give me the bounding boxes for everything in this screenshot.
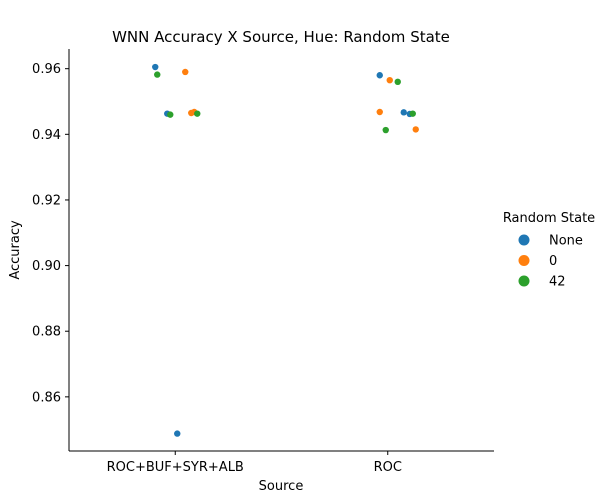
data-point [174,430,181,437]
data-point [400,109,407,116]
legend-label: None [549,234,583,249]
y-tick-label: 0.90 [32,259,61,274]
legend-label: 42 [549,275,566,290]
data-points [152,63,419,437]
data-point [182,68,189,76]
y-tick-label: 0.94 [32,128,61,143]
data-point [394,78,401,86]
data-point [154,71,161,78]
y-tick-label: 0.88 [32,325,61,340]
data-point [409,110,416,117]
y-tick-label: 0.96 [32,62,61,77]
y-axis-title: Accuracy [8,220,23,280]
chart-title: WNN Accuracy X Source, Hue: Random State [112,28,450,46]
legend-marker [518,255,530,266]
x-tick-label: ROC+BUF+SYR+ALB [107,460,244,475]
data-point [194,110,201,117]
x-tick-label: ROC [374,460,402,475]
data-point [382,126,389,134]
data-point [376,108,383,116]
y-axis-ticks: 0.86 0.88 0.90 0.92 0.94 0.96 [32,62,69,405]
legend-marker [518,234,530,246]
data-point [376,72,383,79]
data-point [152,63,159,71]
data-point [412,126,419,133]
data-point [386,76,393,84]
y-tick-label: 0.86 [32,390,61,405]
x-axis-title: Source [259,479,304,494]
legend-label: 0 [549,254,557,269]
data-point [167,111,174,118]
legend-marker [518,275,530,287]
x-axis-ticks: ROC+BUF+SYR+ALB ROC [107,451,402,475]
legend: Random State None 0 42 [503,211,595,290]
legend-title: Random State [503,211,595,226]
y-tick-label: 0.92 [32,193,61,208]
